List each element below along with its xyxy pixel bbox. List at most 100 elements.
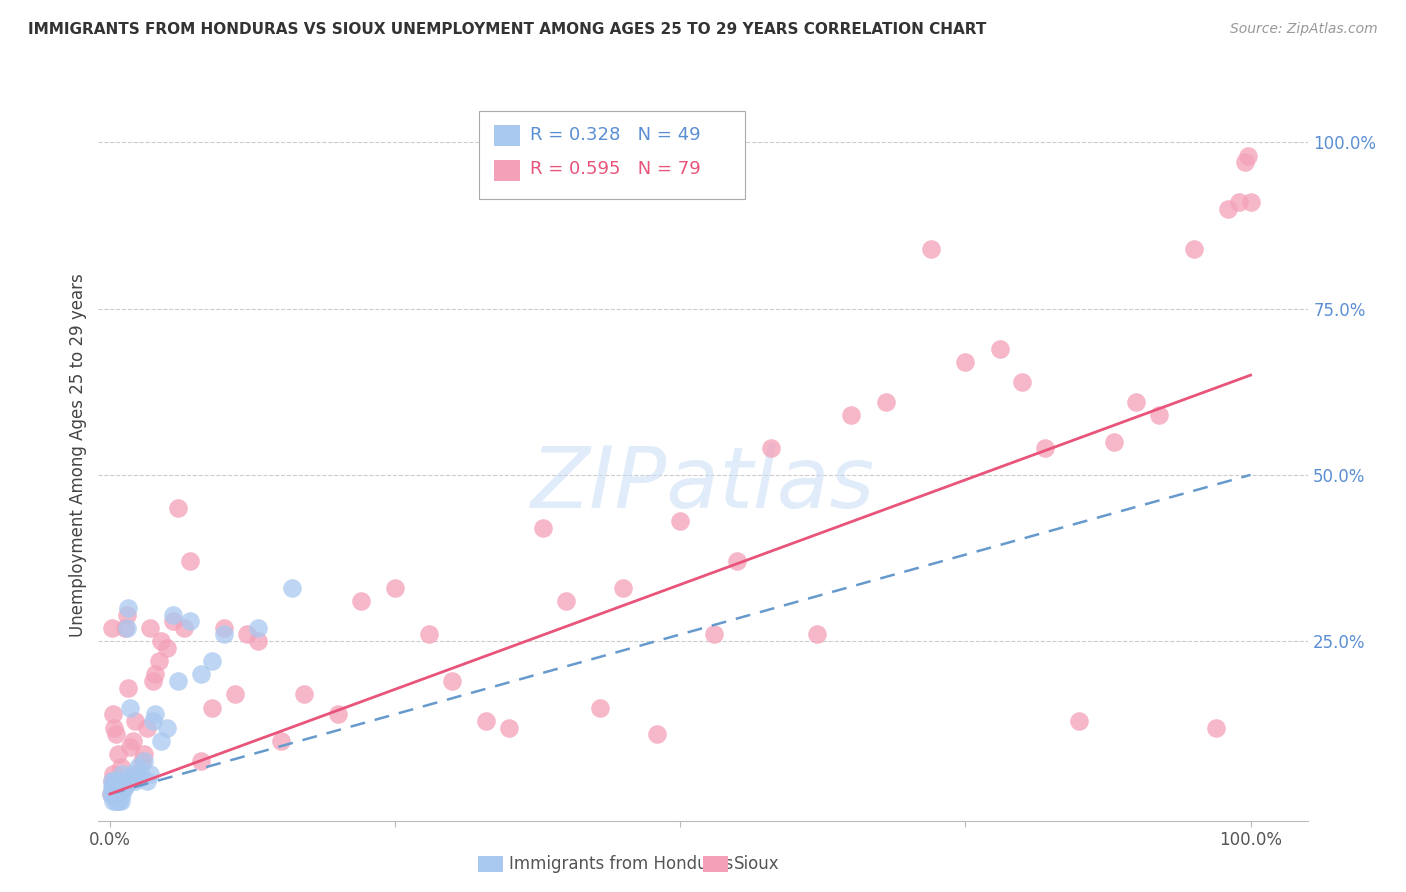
Point — [101, 773, 124, 788]
Point — [1033, 442, 1056, 456]
Point — [475, 714, 498, 728]
Text: Sioux: Sioux — [734, 855, 779, 873]
Point — [1102, 434, 1125, 449]
Point — [104, 787, 127, 801]
Point — [384, 581, 406, 595]
Point — [103, 773, 125, 788]
Point — [1125, 394, 1147, 409]
Point — [103, 707, 125, 722]
Point — [156, 640, 179, 655]
Point — [806, 627, 828, 641]
Point — [107, 773, 129, 788]
Text: R = 0.595   N = 79: R = 0.595 N = 79 — [530, 160, 700, 178]
Point — [142, 714, 165, 728]
Point — [955, 355, 977, 369]
Point — [1239, 195, 1261, 210]
Point — [173, 621, 195, 635]
Point — [201, 700, 224, 714]
Point — [114, 621, 136, 635]
Point — [131, 754, 153, 768]
Point — [103, 780, 125, 795]
Point — [121, 767, 143, 781]
Text: ZIPatlas: ZIPatlas — [531, 442, 875, 525]
Point — [190, 754, 212, 768]
Point — [100, 787, 122, 801]
Point — [167, 673, 190, 688]
Point — [235, 627, 257, 641]
Point — [108, 794, 131, 808]
Point — [1233, 155, 1256, 169]
Point — [108, 787, 131, 801]
Point — [761, 442, 783, 456]
Point — [1205, 721, 1227, 735]
Point — [1011, 375, 1033, 389]
Point — [132, 754, 155, 768]
Point — [179, 614, 201, 628]
Point — [725, 554, 748, 568]
Point — [162, 614, 184, 628]
Point — [112, 780, 135, 795]
Point — [104, 780, 127, 795]
Point — [1237, 149, 1260, 163]
Point — [1069, 714, 1091, 728]
Point — [111, 773, 134, 788]
Point — [121, 734, 143, 748]
Point — [247, 621, 270, 635]
Point — [105, 780, 128, 795]
Point — [162, 607, 184, 622]
Point — [920, 242, 942, 256]
Point — [589, 700, 612, 714]
Point — [117, 773, 139, 788]
Point — [418, 627, 440, 641]
Point — [839, 408, 862, 422]
Point — [114, 780, 136, 795]
Point — [875, 394, 897, 409]
Text: Immigrants from Honduras: Immigrants from Honduras — [509, 855, 734, 873]
Point — [100, 787, 122, 801]
Point — [190, 667, 212, 681]
Point — [108, 773, 131, 788]
Point — [150, 634, 173, 648]
Point — [555, 594, 578, 608]
Point — [1216, 202, 1239, 216]
Point — [120, 740, 142, 755]
Point — [498, 721, 520, 735]
Point — [103, 787, 125, 801]
FancyBboxPatch shape — [494, 126, 520, 146]
Point — [145, 667, 167, 681]
Point — [1149, 408, 1171, 422]
Point — [350, 594, 373, 608]
Point — [103, 787, 125, 801]
Point — [115, 607, 138, 622]
Point — [150, 734, 173, 748]
Point — [132, 747, 155, 761]
Point — [107, 747, 129, 761]
Point — [612, 581, 634, 595]
Point — [105, 794, 128, 808]
Point — [103, 767, 125, 781]
Point — [142, 673, 165, 688]
Point — [115, 621, 138, 635]
FancyBboxPatch shape — [494, 160, 520, 180]
Point — [647, 727, 669, 741]
Point — [104, 787, 127, 801]
Point — [281, 581, 304, 595]
Point — [669, 515, 692, 529]
Point — [112, 780, 135, 795]
Point — [110, 794, 132, 808]
Point — [156, 721, 179, 735]
Point — [108, 780, 131, 795]
Point — [103, 721, 125, 735]
Point — [107, 787, 129, 801]
Point — [108, 773, 131, 788]
Point — [127, 760, 149, 774]
Point — [120, 700, 142, 714]
Point — [703, 627, 725, 641]
Point — [108, 780, 131, 795]
Point — [110, 780, 132, 795]
Point — [270, 734, 292, 748]
Point — [145, 707, 167, 722]
Point — [101, 621, 124, 635]
Text: Source: ZipAtlas.com: Source: ZipAtlas.com — [1230, 22, 1378, 37]
Point — [103, 780, 125, 795]
